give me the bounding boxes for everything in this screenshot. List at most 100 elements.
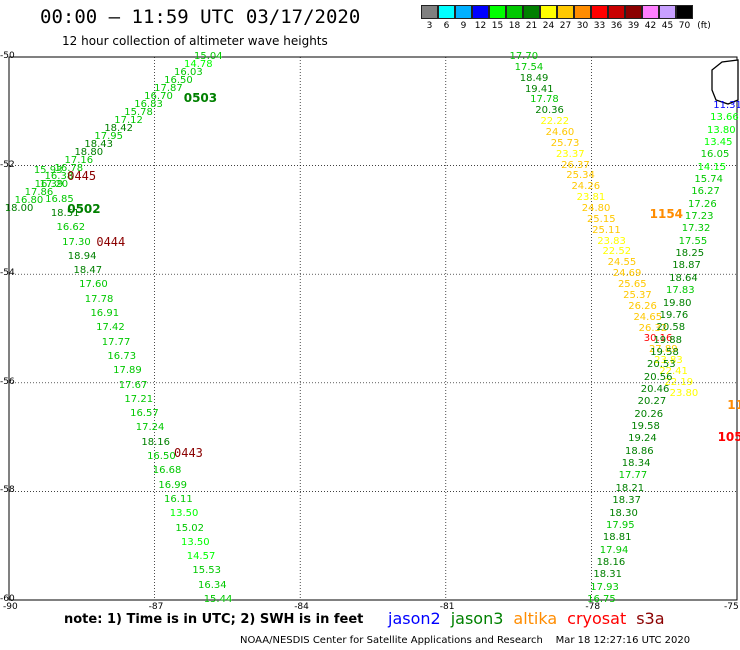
- wave-height-value: 19.58: [650, 346, 679, 358]
- wave-height-value: 26.32: [638, 322, 668, 334]
- wave-height-value: 23.83: [654, 355, 683, 367]
- wave-height-value: 17.77: [618, 470, 648, 482]
- legend-unit: (ft): [697, 21, 711, 31]
- legend-label: 9: [460, 21, 467, 31]
- legend-label: 18: [508, 21, 521, 31]
- wave-height-value: 14.57: [186, 551, 216, 563]
- wave-height-value: 17.95: [94, 131, 123, 143]
- wave-height-value: 18.16: [141, 436, 171, 448]
- legend-swatch: [540, 5, 557, 19]
- wave-height-value: 20.46: [640, 383, 670, 395]
- wave-height-value: 16.03: [174, 67, 203, 78]
- wave-height-value: 17.16: [64, 155, 94, 167]
- wave-height-value: 14.78: [184, 59, 213, 70]
- wave-height-value: 18.87: [672, 260, 701, 272]
- wave-height-value: 18.34: [621, 458, 651, 470]
- satellite-jason3: jason3: [450, 609, 504, 628]
- wave-height-value: 15.53: [192, 565, 221, 577]
- wave-height-value: 19.58: [631, 421, 660, 433]
- wave-height-value: 24.69: [612, 268, 642, 280]
- map-frame: [8, 56, 738, 601]
- wave-height-value: 20.36: [535, 105, 564, 117]
- legend-label: 15: [491, 21, 504, 31]
- wave-height-value: 26.37: [561, 159, 590, 171]
- wave-height-value: 30.16: [643, 333, 673, 345]
- legend-swatch: [659, 5, 676, 19]
- wave-height-value: 19.41: [524, 83, 554, 95]
- wave-height-value: 16.05: [700, 149, 730, 161]
- wave-height-value: 17.54: [514, 61, 544, 73]
- wave-height-value: 16.39: [34, 179, 64, 191]
- pass-time-label: 0445: [67, 169, 97, 184]
- wave-height-value: 17.30: [62, 236, 91, 248]
- wave-height-value: 16.50: [164, 75, 193, 86]
- wave-height-value: 19.80: [662, 297, 692, 309]
- lat-tick-label: -50: [0, 51, 15, 61]
- pass-time-label: 0443: [174, 446, 203, 461]
- lon-tick-label: -78: [585, 602, 601, 612]
- wave-height-value: 16.83: [134, 99, 163, 110]
- wave-height-value: 17.89: [113, 365, 142, 377]
- wave-height-value: 16.68: [152, 465, 182, 477]
- lon-tick-label: -75: [724, 602, 739, 612]
- legend-label: 42: [644, 21, 657, 31]
- wave-height-value: 17.21: [124, 393, 154, 405]
- wave-height-value: 24.55: [607, 257, 637, 269]
- wave-height-value: 15.93: [33, 165, 63, 177]
- satellite-s3a: s3a: [636, 609, 665, 628]
- lon-tick-label: -90: [3, 602, 18, 612]
- satellite-jason2: jason2: [388, 609, 441, 628]
- wave-height-value: 19.24: [628, 433, 657, 445]
- wave-height-value: 26.26: [628, 300, 657, 312]
- legend-label: 3: [426, 21, 433, 31]
- wave-height-value: 16.62: [56, 222, 86, 234]
- lat-tick-label: -56: [0, 376, 15, 387]
- wave-height-value: 23.37: [555, 148, 585, 160]
- legend-label: 36: [610, 21, 623, 31]
- wave-height-value: 17.94: [599, 544, 629, 556]
- wave-height-value: 18.64: [669, 272, 698, 284]
- wave-height-value: 17.78: [84, 293, 114, 305]
- legend-label: 30: [576, 21, 589, 31]
- wave-height-value: 20.53: [647, 359, 676, 371]
- satellite-altika: altika: [513, 609, 558, 628]
- wave-height-value: 16.57: [130, 408, 159, 420]
- wave-height-value: 20.56: [643, 371, 673, 383]
- wave-height-value: 16.34: [198, 579, 227, 591]
- wave-height-value: 17.83: [665, 285, 695, 297]
- wave-height-value: 20.26: [634, 408, 664, 420]
- wave-height-value: 11.31: [713, 99, 740, 111]
- legend-label: 21: [525, 21, 538, 31]
- wave-height-value: 13.80: [706, 124, 736, 136]
- legend-swatch: [489, 5, 506, 19]
- legend-swatch: [591, 5, 608, 19]
- wave-height-value: 22.19: [664, 376, 694, 388]
- wave-height-value: 20.27: [637, 396, 667, 408]
- footnote: note: 1) Time is in UTC; 2) SWH is in fe…: [64, 612, 364, 627]
- wave-height-value: 18.51: [50, 207, 80, 219]
- wave-height-value: 24.26: [571, 181, 601, 193]
- satellite-legend: jason2 jason3 altika cryosat s3a: [388, 609, 675, 628]
- map-title: 00:00 – 11:59 UTC 03/17/2020: [40, 6, 361, 28]
- wave-height-value: 17.93: [590, 581, 619, 593]
- wave-height-value: 19.88: [653, 334, 682, 346]
- wave-height-value: 16.70: [144, 91, 173, 102]
- wave-height-value: 25.65: [617, 279, 647, 291]
- wave-height-value: 16.91: [90, 308, 120, 320]
- lon-tick-label: -84: [294, 602, 309, 612]
- satellite-cryosat: cryosat: [567, 609, 627, 628]
- wave-height-value: 17.70: [509, 51, 539, 62]
- legend-swatch: [523, 5, 540, 19]
- wave-height-value: 18.49: [519, 72, 549, 84]
- wave-height-value: 17.24: [135, 422, 165, 434]
- legend-label: 45: [661, 21, 674, 31]
- wave-height-value: 18.00: [4, 203, 34, 215]
- wave-height-value: 25.34: [566, 170, 595, 182]
- legend-swatch: [608, 5, 625, 19]
- wave-height-value: 24.80: [581, 203, 611, 215]
- wave-height-value: 18.81: [602, 532, 632, 544]
- wave-height-value: 22.22: [540, 116, 570, 128]
- wave-height-value: 23.83: [597, 235, 626, 247]
- color-legend: 3 6 9 12 15 18 21 24 27 30 33 36 39 42 45 70 (ft): [421, 5, 715, 31]
- wave-height-value: 22.52: [602, 246, 632, 258]
